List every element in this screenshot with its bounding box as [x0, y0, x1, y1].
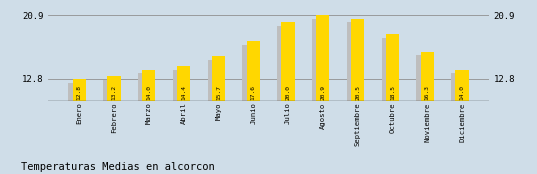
Bar: [277, 26, 291, 101]
Bar: [316, 15, 329, 101]
Bar: [347, 22, 360, 101]
Text: 13.2: 13.2: [112, 85, 117, 100]
Text: 17.6: 17.6: [251, 85, 256, 100]
Bar: [107, 76, 121, 101]
Text: 14.4: 14.4: [181, 85, 186, 100]
Bar: [212, 56, 225, 101]
Bar: [312, 19, 325, 101]
Bar: [351, 19, 364, 101]
Bar: [173, 70, 186, 101]
Text: 16.3: 16.3: [425, 85, 430, 100]
Bar: [72, 79, 86, 101]
Text: 15.7: 15.7: [216, 85, 221, 100]
Bar: [382, 38, 395, 101]
Text: 20.9: 20.9: [320, 85, 325, 100]
Bar: [177, 66, 190, 101]
Text: 14.0: 14.0: [146, 85, 151, 100]
Text: 18.5: 18.5: [390, 85, 395, 100]
Bar: [142, 70, 155, 101]
Bar: [455, 70, 469, 101]
Text: 14.0: 14.0: [460, 85, 465, 100]
Text: 12.8: 12.8: [77, 85, 82, 100]
Bar: [208, 60, 221, 101]
Bar: [68, 83, 82, 101]
Text: Temperaturas Medias en alcorcon: Temperaturas Medias en alcorcon: [21, 162, 215, 172]
Bar: [386, 34, 399, 101]
Bar: [138, 73, 151, 101]
Bar: [242, 45, 256, 101]
Text: 20.5: 20.5: [355, 85, 360, 100]
Bar: [281, 22, 295, 101]
Text: 20.0: 20.0: [286, 85, 291, 100]
Bar: [451, 73, 465, 101]
Bar: [246, 41, 260, 101]
Bar: [420, 52, 434, 101]
Bar: [416, 56, 430, 101]
Bar: [103, 80, 117, 101]
